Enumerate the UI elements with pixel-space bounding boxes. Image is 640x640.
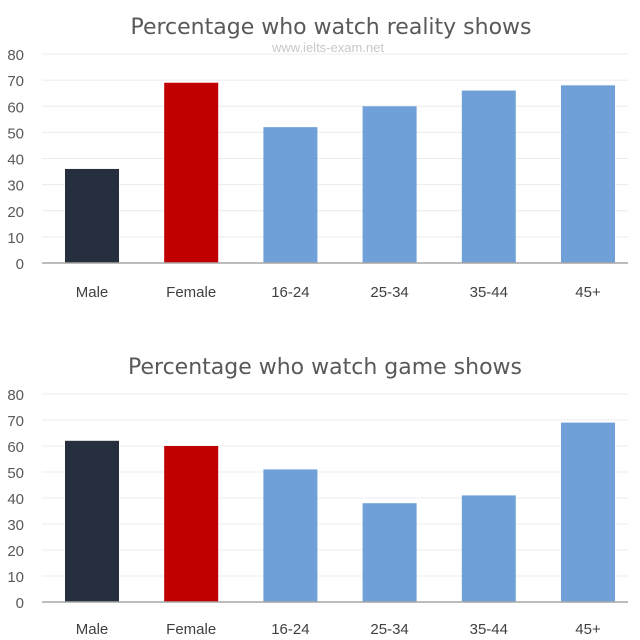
y-tick-label: 50 bbox=[7, 465, 24, 482]
y-tick-label: 80 bbox=[7, 387, 24, 404]
y-tick-label: 60 bbox=[7, 99, 24, 116]
bar-45- bbox=[561, 85, 615, 263]
chart-title-game: Percentage who watch game shows bbox=[128, 355, 522, 380]
watermark: www.ielts-exam.net bbox=[271, 40, 384, 55]
x-tick-label: Female bbox=[166, 621, 216, 638]
x-tick-label: 45+ bbox=[575, 284, 601, 301]
x-tick-label: 25-34 bbox=[370, 284, 408, 301]
game-chart: 0 10 20 30 40 50 60 70 80 Male Female 16-24 25-34 35-… bbox=[7, 387, 628, 638]
y-tick-label: 70 bbox=[7, 73, 24, 90]
bar-16-24 bbox=[263, 469, 318, 602]
bar-25-34 bbox=[362, 106, 417, 263]
x-tick-label: 16-24 bbox=[271, 284, 309, 301]
y-tick-label: 20 bbox=[7, 543, 24, 560]
chart-title-reality: Percentage who watch reality shows bbox=[130, 15, 531, 40]
x-tick-label: 25-34 bbox=[370, 621, 408, 638]
bar-female bbox=[164, 446, 219, 602]
bar-male bbox=[65, 168, 119, 263]
y-tick-label: 30 bbox=[7, 178, 24, 195]
y-tick-label: 10 bbox=[7, 230, 24, 247]
x-tick-label: 35-44 bbox=[470, 284, 508, 301]
bar-25-34 bbox=[362, 503, 417, 602]
y-tick-label: 0 bbox=[16, 595, 24, 612]
x-tick-label: 16-24 bbox=[271, 621, 309, 638]
x-tick-label: 45+ bbox=[575, 621, 601, 638]
y-tick-label: 10 bbox=[7, 569, 24, 586]
y-tick-label: 30 bbox=[7, 517, 24, 534]
bar-35-44 bbox=[461, 90, 516, 263]
y-tick-label: 70 bbox=[7, 413, 24, 430]
bar-male bbox=[65, 440, 119, 602]
bar-female bbox=[164, 82, 219, 263]
y-tick-label: 0 bbox=[16, 256, 24, 273]
bar-35-44 bbox=[461, 495, 516, 602]
x-tick-label: Male bbox=[76, 621, 109, 638]
x-tick-label: Male bbox=[76, 284, 109, 301]
y-tick-label: 80 bbox=[7, 47, 24, 64]
x-tick-label: 35-44 bbox=[470, 621, 508, 638]
y-tick-label: 40 bbox=[7, 152, 24, 169]
reality-chart: 0 10 20 30 40 50 60 70 80 Male Female 16-24 25-34 35-… bbox=[7, 47, 628, 301]
bar-16-24 bbox=[263, 127, 318, 264]
bar-45- bbox=[561, 422, 615, 602]
y-tick-label: 50 bbox=[7, 125, 24, 142]
y-tick-label: 60 bbox=[7, 439, 24, 456]
y-tick-label: 20 bbox=[7, 204, 24, 221]
x-tick-label: Female bbox=[166, 284, 216, 301]
y-tick-label: 40 bbox=[7, 491, 24, 508]
